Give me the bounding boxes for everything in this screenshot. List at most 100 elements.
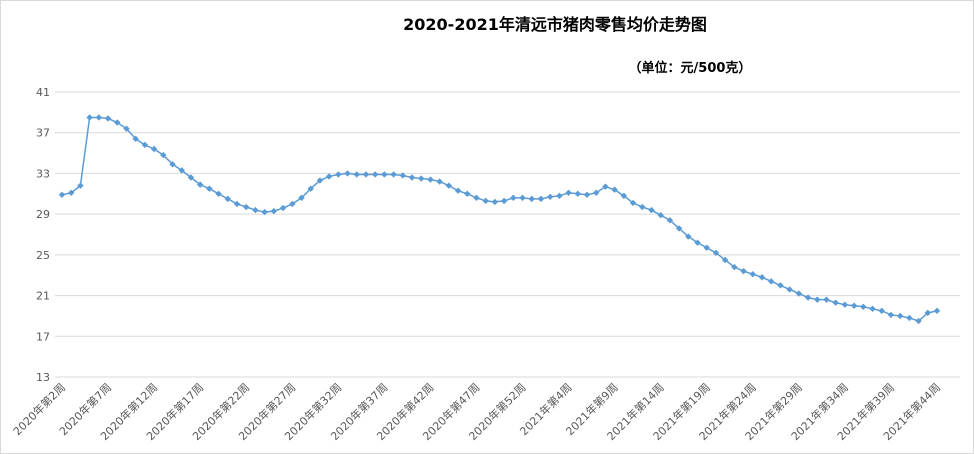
data-point <box>353 171 360 178</box>
data-point <box>270 207 278 215</box>
data-point <box>832 299 839 306</box>
data-point <box>298 194 305 202</box>
data-point <box>528 195 535 203</box>
data-point <box>123 125 130 132</box>
data-point <box>924 309 931 317</box>
y-tick-label: 17 <box>36 330 50 343</box>
data-point <box>869 305 876 313</box>
data-point <box>731 263 738 271</box>
data-point <box>694 239 701 246</box>
data-point <box>804 294 812 301</box>
data-point <box>169 161 176 168</box>
y-tick-label: 13 <box>36 371 50 384</box>
data-point <box>510 194 517 202</box>
data-point <box>482 197 489 205</box>
data-point <box>427 176 434 183</box>
data-point <box>178 167 185 174</box>
data-point <box>160 151 167 159</box>
data-point <box>565 189 572 196</box>
data-point <box>335 171 342 178</box>
data-point <box>215 190 222 197</box>
data-point <box>878 307 885 315</box>
data-point <box>758 274 766 281</box>
data-point <box>187 174 195 181</box>
data-point <box>749 270 756 278</box>
data-point <box>648 206 655 214</box>
data-point <box>261 208 268 216</box>
data-point <box>860 303 867 310</box>
y-tick-label: 33 <box>36 167 50 180</box>
data-point <box>519 194 526 202</box>
data-point <box>224 195 231 203</box>
data-point <box>344 170 351 177</box>
data-point <box>233 200 241 208</box>
data-point <box>675 225 683 232</box>
data-point <box>639 203 646 211</box>
data-point <box>841 301 849 308</box>
data-point <box>150 145 158 153</box>
data-point <box>657 211 664 219</box>
data-point <box>620 192 628 200</box>
data-point <box>933 307 941 315</box>
data-point <box>95 114 103 121</box>
data-point <box>768 278 775 285</box>
data-point <box>464 190 471 197</box>
data-point <box>786 286 793 293</box>
data-point <box>316 177 324 184</box>
data-point <box>703 244 710 251</box>
data-point <box>86 114 93 121</box>
data-point <box>666 217 674 224</box>
data-point <box>740 267 747 275</box>
chart-subtitle: （单位：元/500克） <box>629 60 752 76</box>
data-point <box>243 203 250 211</box>
data-point <box>381 171 388 178</box>
data-point <box>58 191 66 199</box>
data-point <box>491 198 499 206</box>
data-point <box>104 115 112 122</box>
data-point <box>629 199 637 207</box>
data-point <box>279 204 287 212</box>
data-point <box>712 249 720 257</box>
y-tick-label: 41 <box>36 86 50 99</box>
data-point <box>721 256 729 264</box>
data-point <box>500 197 508 205</box>
data-point <box>537 195 545 203</box>
data-point <box>556 192 563 200</box>
y-tick-label: 21 <box>36 290 50 303</box>
data-point <box>583 191 591 199</box>
data-point <box>777 282 784 289</box>
data-point <box>132 135 139 143</box>
data-point <box>390 171 397 178</box>
data-point <box>814 296 821 303</box>
data-point <box>915 317 922 325</box>
data-point <box>325 173 333 180</box>
data-point <box>399 172 406 179</box>
data-point <box>574 190 581 197</box>
data-point <box>307 185 314 192</box>
y-tick-label: 37 <box>36 127 50 140</box>
data-point <box>546 193 554 201</box>
data-point <box>289 200 296 208</box>
chart-title: 2020-2021年清远市猪肉零售均价走势图 <box>403 15 707 34</box>
data-point <box>408 174 416 181</box>
data-point <box>896 312 904 320</box>
data-point <box>114 119 121 126</box>
data-point <box>473 194 480 202</box>
data-point <box>823 296 830 303</box>
data-point <box>445 182 453 189</box>
data-point <box>436 178 443 185</box>
data-point <box>685 233 692 240</box>
data-point <box>77 182 84 189</box>
data-point <box>68 189 75 196</box>
data-point <box>362 171 370 178</box>
data-point <box>887 311 895 319</box>
y-tick-label: 29 <box>36 208 50 221</box>
data-point <box>371 171 379 178</box>
data-point <box>850 302 858 309</box>
data-point <box>454 187 462 194</box>
data-point <box>206 185 213 192</box>
data-point <box>196 181 204 188</box>
data-point <box>593 189 600 196</box>
